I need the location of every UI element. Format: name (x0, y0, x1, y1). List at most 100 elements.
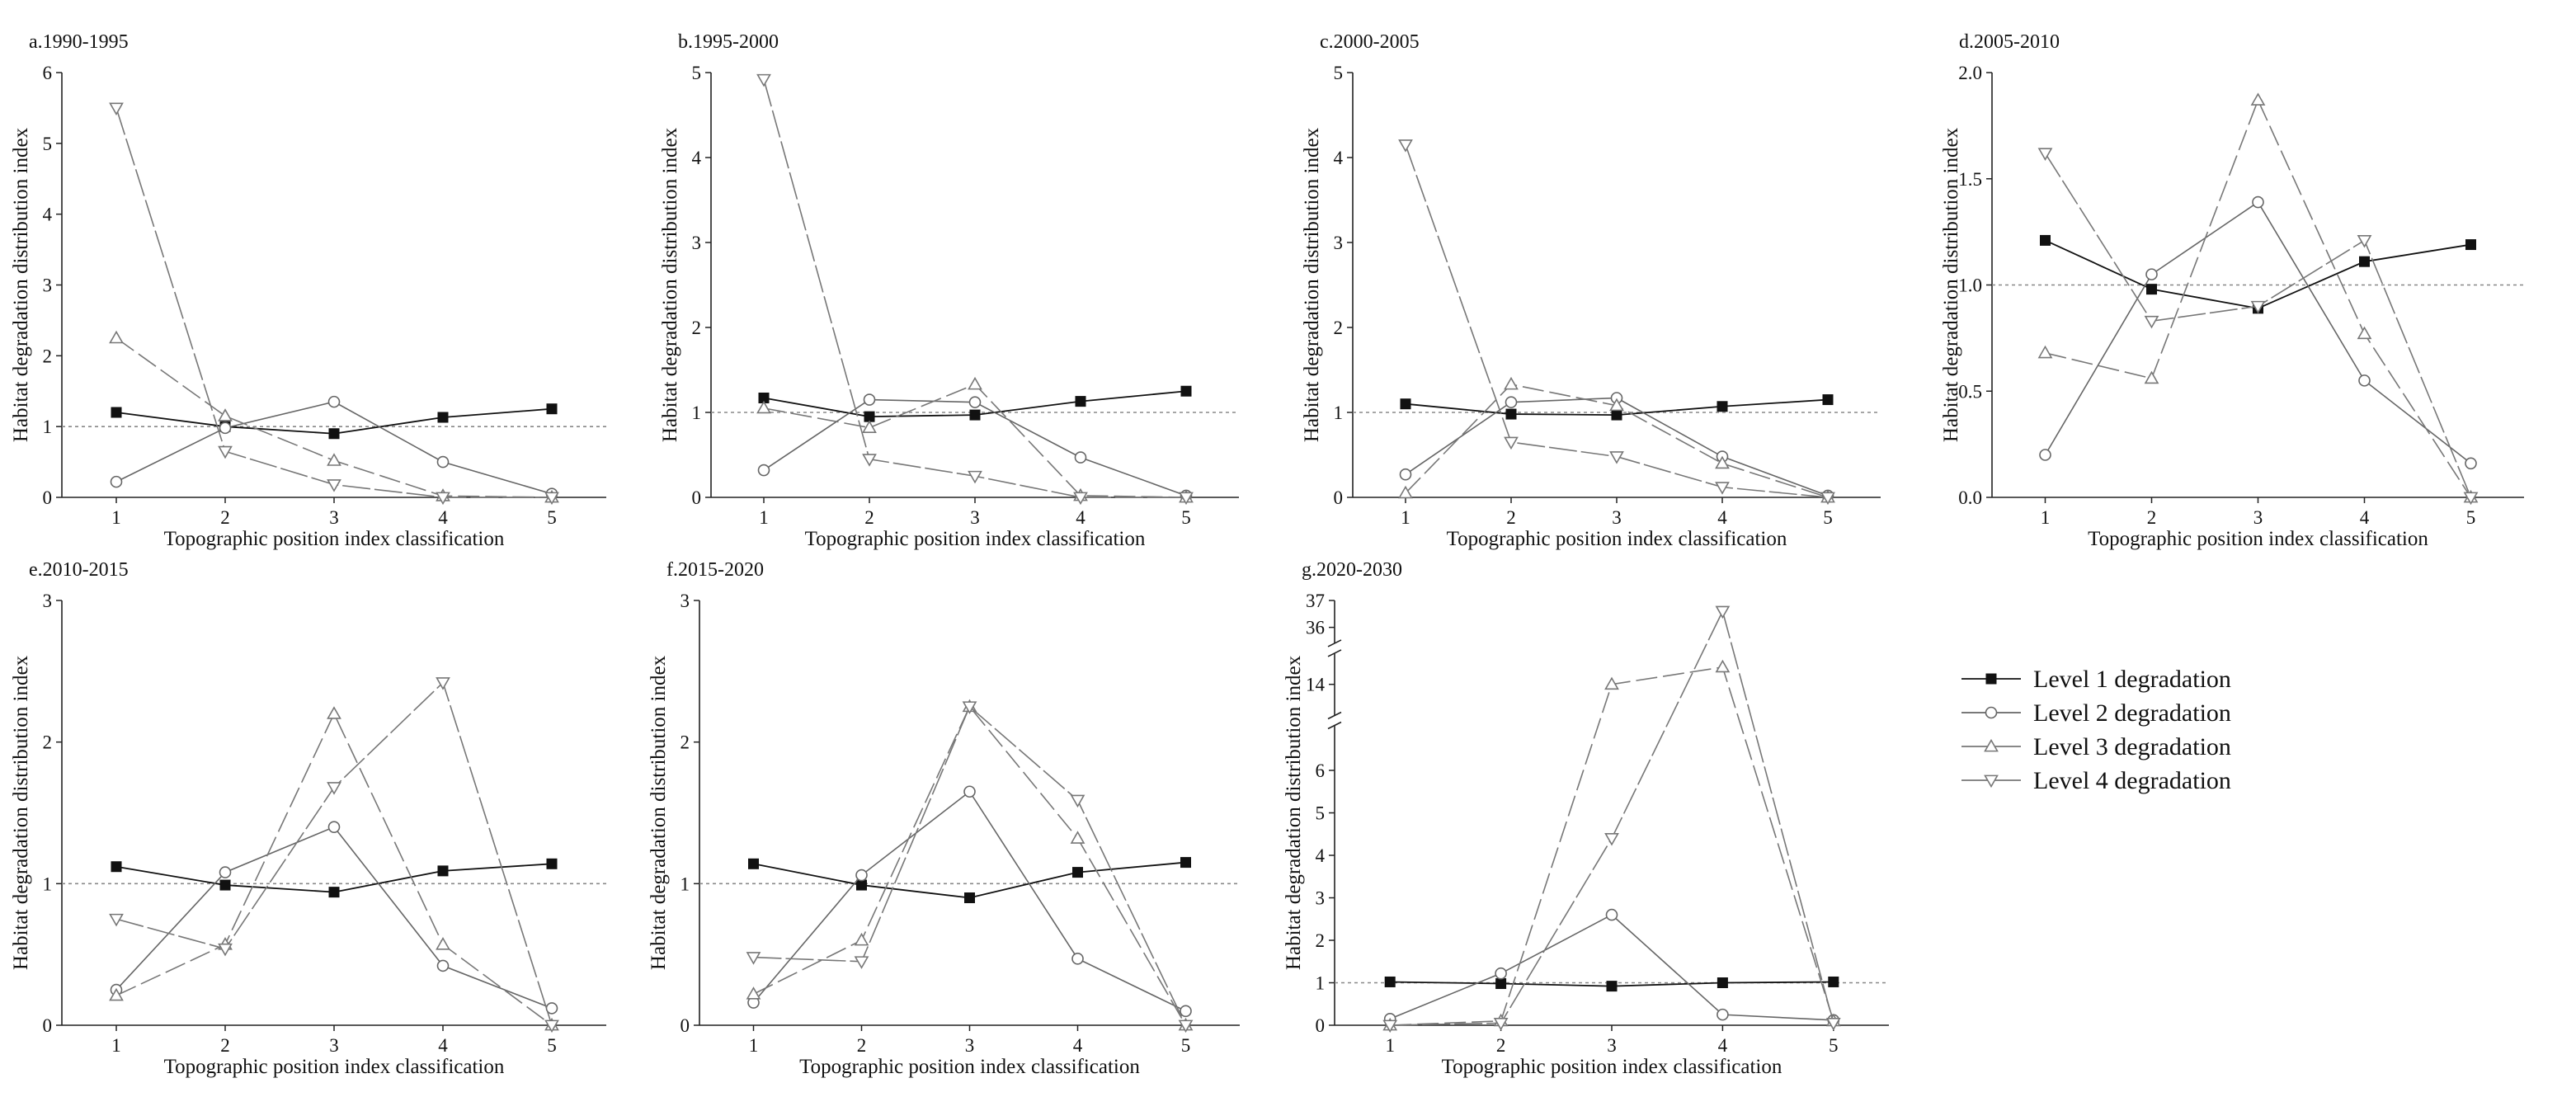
data-point-level-3 (968, 376, 982, 390)
y-tick-label: 0 (43, 487, 53, 508)
y-axis-title: Habitat degradation distribution index (10, 127, 32, 442)
x-tick-label: 2 (220, 507, 230, 528)
series-level-2 (2039, 195, 2477, 470)
x-tick-label: 5 (1181, 1035, 1191, 1056)
series-level-1 (111, 858, 558, 898)
series-level-3 (746, 699, 1194, 1031)
x-axis-title: Topographic position index classificatio… (164, 528, 505, 550)
data-point-level-3 (109, 330, 124, 344)
x-axis-title: Topographic position index classificatio… (805, 528, 1146, 550)
y-tick-label: 1 (43, 873, 53, 894)
axis-break-mark (1327, 721, 1342, 730)
y-tick-label: 1 (692, 403, 702, 423)
data-point-level-2 (1180, 1005, 1192, 1018)
x-tick-label: 3 (1607, 1035, 1617, 1056)
x-tick-label: 4 (1717, 507, 1727, 528)
data-point-level-1 (1072, 867, 1083, 878)
data-point-level-4 (327, 782, 341, 795)
data-point-level-3 (109, 987, 124, 1001)
y-tick-label: 3 (43, 591, 53, 611)
data-point-level-3 (1609, 398, 1624, 412)
x-tick-label: 1 (1385, 1035, 1395, 1056)
axis-break-mark (1327, 711, 1342, 720)
y-tick-label: 0.5 (1958, 381, 1982, 402)
panel-d: 0.0 0.5 1.0 1.5 2.0 1 2 3 4 5 d.2005-2010 Topograph… (1940, 31, 2524, 550)
data-point-level-1 (219, 879, 231, 891)
data-point-level-3 (1715, 455, 1730, 469)
data-point-level-2 (2358, 374, 2371, 387)
series-level-4 (109, 102, 559, 506)
y-tick-label: 4 (1316, 845, 1326, 866)
x-tick-label: 1 (2041, 507, 2051, 528)
legend-label: Level 2 degradation (2033, 699, 2231, 727)
legend-marker-level-2 (1985, 706, 1998, 719)
data-point-level-3 (854, 932, 869, 946)
x-tick-label: 5 (547, 1035, 557, 1056)
series-level-4 (109, 677, 559, 1033)
x-tick-label: 2 (857, 1035, 867, 1056)
y-tick-label: 14 (1306, 675, 1326, 695)
x-axis-title: Topographic position index classificatio… (1442, 1056, 1782, 1078)
y-tick-label: 2 (43, 732, 53, 753)
data-point-level-2 (2039, 449, 2051, 461)
data-point-level-3 (2144, 370, 2159, 384)
data-point-level-2 (327, 395, 341, 408)
series-level-1 (111, 403, 558, 440)
series-line-level-2 (115, 826, 553, 1010)
data-point-level-1 (1505, 408, 1517, 420)
panel-g: 0 1 2 3 4 5 6 14 36 37 1 2 3 4 5 g.2020-2030 Topographic… (1283, 559, 1889, 1078)
series-line-level-3 (115, 337, 553, 498)
x-tick-label: 1 (111, 507, 121, 528)
data-point-level-1 (758, 392, 770, 403)
data-point-level-4 (862, 454, 877, 467)
y-tick-label: 3 (692, 233, 702, 253)
panel-title: e.2010-2015 (29, 559, 129, 581)
data-point-level-1 (2146, 284, 2157, 295)
data-point-level-2 (2145, 268, 2158, 280)
legend: Level 1 degradation Level 2 degradation Le… (1961, 666, 2231, 794)
data-point-level-1 (1075, 396, 1086, 407)
data-point-level-1 (1384, 976, 1396, 987)
data-point-level-1 (1180, 857, 1191, 869)
x-tick-label: 3 (965, 1035, 975, 1056)
x-tick-label: 3 (1612, 507, 1622, 528)
data-point-level-2 (2465, 457, 2477, 470)
x-axis-title: Topographic position index classificatio… (2088, 528, 2428, 550)
y-tick-label: 2.0 (1958, 63, 1982, 83)
x-tick-label: 2 (2147, 507, 2157, 528)
legend-label: Level 3 degradation (2033, 733, 2231, 760)
data-point-level-1 (437, 865, 449, 877)
data-point-level-1 (2040, 234, 2051, 246)
series-level-1 (1384, 976, 1839, 992)
data-point-level-1 (437, 412, 449, 423)
y-tick-label: 6 (1316, 760, 1326, 781)
series-line-level-2 (1389, 914, 1834, 1021)
y-tick-label: 6 (43, 63, 53, 83)
data-point-level-3 (746, 986, 761, 1000)
y-tick-label: 1 (1316, 973, 1326, 994)
panel-title: c.2000-2005 (1320, 31, 1420, 53)
data-point-level-4 (2357, 234, 2372, 248)
data-point-level-3 (756, 400, 771, 414)
panel-b: 0 1 2 3 4 5 1 2 3 4 5 b.1995-2000 Topographic positi… (659, 31, 1239, 550)
y-tick-label: 4 (43, 205, 53, 225)
data-point-level-2 (2252, 195, 2264, 209)
data-point-level-2 (1505, 396, 1518, 408)
data-point-level-1 (2359, 256, 2370, 267)
x-tick-label: 5 (1181, 507, 1191, 528)
data-point-level-1 (748, 858, 759, 869)
data-point-level-4 (1178, 1019, 1194, 1033)
panel-c: 0 1 2 3 4 5 1 2 3 4 5 c.2000-2005 Topographic positi… (1301, 31, 1881, 550)
panel-f: 0 1 2 3 1 2 3 4 5 f.2015-2020 Topographic position… (648, 559, 1240, 1078)
panel-title: a.1990-1995 (29, 31, 129, 53)
series-level-4 (756, 73, 1194, 506)
y-axis-title: Habitat degradation distribution index (1940, 127, 1962, 442)
data-point-level-2 (1605, 908, 1618, 921)
data-point-level-2 (219, 866, 232, 878)
legend-marker-level-1 (1985, 673, 1997, 685)
data-point-level-1 (1717, 977, 1728, 988)
data-point-level-1 (546, 403, 558, 415)
data-point-level-4 (1493, 1018, 1509, 1031)
x-tick-label: 3 (2253, 507, 2263, 528)
